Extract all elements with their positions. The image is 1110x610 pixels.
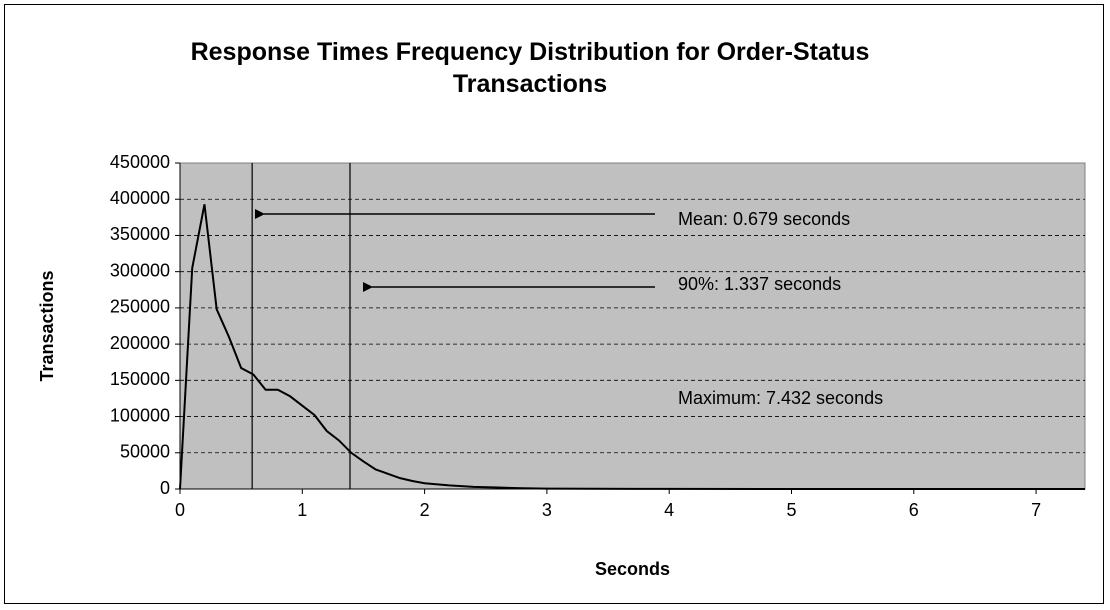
y-tick-label: 150000 (110, 369, 170, 389)
chart-frame (4, 4, 1104, 604)
y-tick-label: 400000 (110, 188, 170, 208)
x-axis-label: Seconds (595, 559, 670, 579)
y-tick-label: 450000 (110, 152, 170, 172)
annotation: 90%: 1.337 seconds (678, 274, 841, 294)
plot-area (179, 162, 1086, 490)
x-tick-label: 0 (175, 500, 185, 520)
chart-title: Response Times Frequency Distribution fo… (190, 38, 870, 98)
annotation: Maximum: 7.432 seconds (678, 388, 883, 408)
x-tick-label: 6 (909, 500, 919, 520)
x-tick-label: 7 (1031, 500, 1041, 520)
y-tick-label: 350000 (110, 224, 170, 244)
data-line (179, 204, 1085, 490)
y-tick-label: 250000 (110, 297, 170, 317)
y-tick-label: 100000 (110, 405, 170, 425)
annotation: Mean: 0.679 seconds (678, 209, 850, 229)
y-axis-label: Transactions (37, 270, 57, 381)
y-tick-label: 300000 (110, 260, 170, 280)
y-tick-label: 200000 (110, 333, 170, 353)
x-tick-label: 3 (542, 500, 552, 520)
y-tick-label: 0 (160, 478, 170, 498)
x-tick-label: 4 (664, 500, 674, 520)
x-tick-label: 5 (786, 500, 796, 520)
x-tick-label: 1 (297, 500, 307, 520)
y-tick-label: 50000 (120, 442, 170, 462)
x-tick-label: 2 (420, 500, 430, 520)
